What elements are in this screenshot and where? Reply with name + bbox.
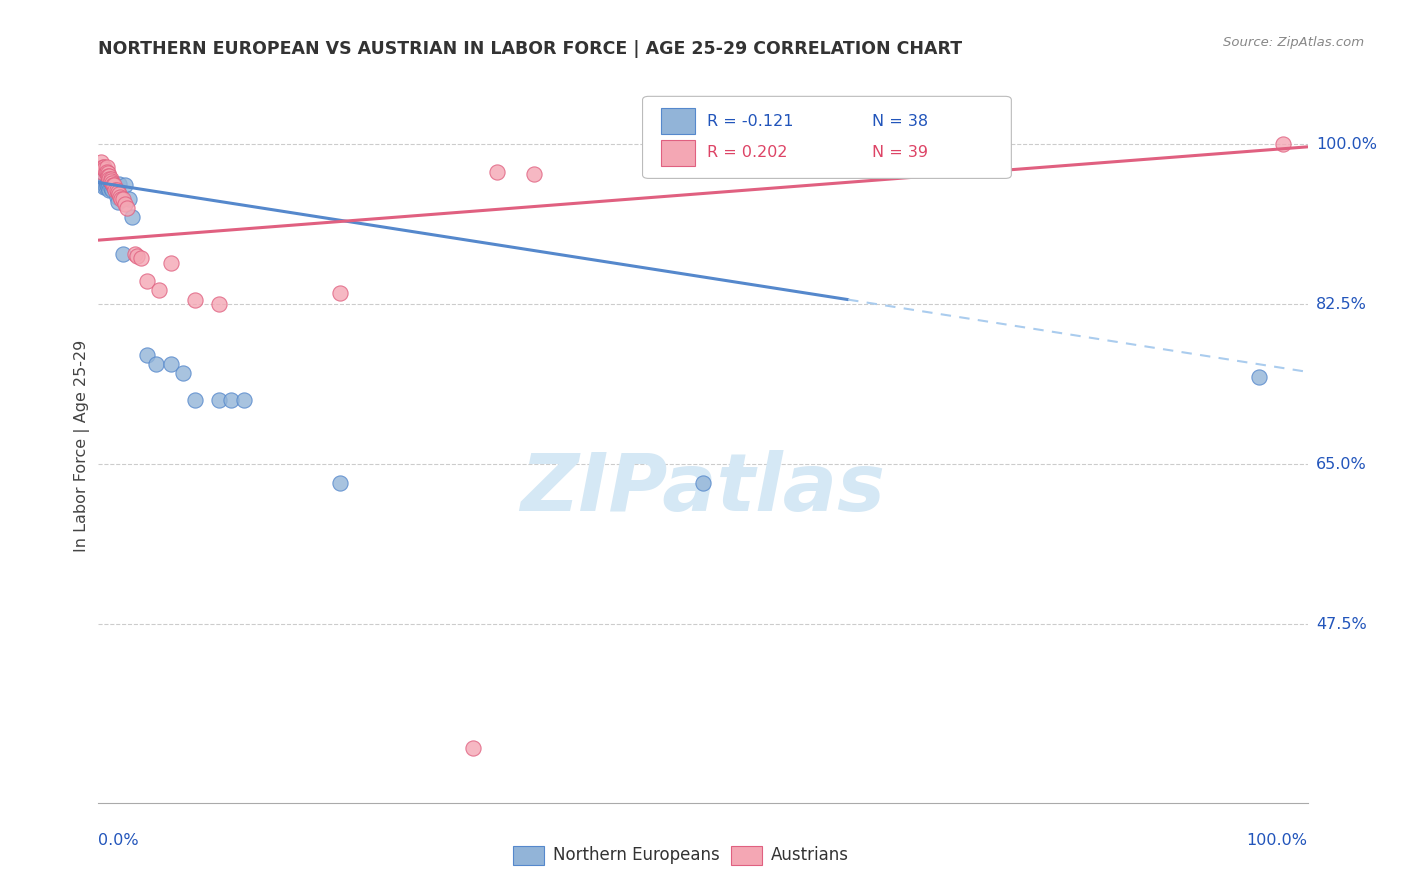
Text: Austrians: Austrians xyxy=(770,847,848,864)
Point xyxy=(184,393,207,408)
Bar xyxy=(661,109,695,134)
Point xyxy=(692,475,714,490)
Point xyxy=(208,393,231,408)
Point xyxy=(129,252,152,266)
Text: 100.0%: 100.0% xyxy=(1247,833,1308,848)
Point xyxy=(97,180,120,194)
Text: R = -0.121: R = -0.121 xyxy=(707,114,793,128)
Point xyxy=(94,180,117,194)
Point xyxy=(93,172,115,186)
Point xyxy=(100,177,122,191)
Point xyxy=(96,160,118,174)
Point xyxy=(96,176,118,190)
Text: 100.0%: 100.0% xyxy=(1316,136,1376,152)
Point xyxy=(118,192,141,206)
Point xyxy=(160,357,183,371)
Point xyxy=(94,164,117,178)
Point xyxy=(91,160,114,174)
Point xyxy=(523,167,546,181)
Point xyxy=(221,393,243,408)
Point xyxy=(100,181,122,195)
Point xyxy=(97,166,120,180)
Point xyxy=(117,201,139,215)
Point xyxy=(1272,137,1295,152)
Text: Northern Europeans: Northern Europeans xyxy=(553,847,720,864)
Point xyxy=(463,740,485,755)
Point xyxy=(101,178,124,193)
Point xyxy=(486,164,509,178)
Text: 47.5%: 47.5% xyxy=(1316,617,1367,632)
Point xyxy=(97,176,120,190)
Y-axis label: In Labor Force | Age 25-29: In Labor Force | Age 25-29 xyxy=(75,340,90,552)
Point xyxy=(98,183,121,197)
Point xyxy=(100,172,122,186)
Point xyxy=(91,170,114,185)
Point xyxy=(108,187,131,202)
Point xyxy=(184,293,207,307)
Point xyxy=(93,160,115,174)
Point xyxy=(96,178,118,193)
Point xyxy=(94,174,117,188)
Point xyxy=(107,185,129,199)
Text: ZIPatlas: ZIPatlas xyxy=(520,450,886,528)
Point xyxy=(108,190,131,204)
Point xyxy=(160,256,183,270)
Point xyxy=(91,176,114,190)
Point xyxy=(135,274,157,288)
Point xyxy=(98,178,121,193)
Point xyxy=(208,297,231,311)
Point xyxy=(91,164,114,178)
Point xyxy=(114,178,136,193)
Point xyxy=(135,347,157,361)
Text: R = 0.202: R = 0.202 xyxy=(707,145,787,161)
Point xyxy=(90,164,112,178)
Point xyxy=(148,284,170,298)
Point xyxy=(110,192,132,206)
Point xyxy=(1249,370,1271,384)
Point xyxy=(103,181,125,195)
Point xyxy=(111,247,134,261)
Point xyxy=(96,164,118,178)
Point xyxy=(107,194,129,209)
Text: Source: ZipAtlas.com: Source: ZipAtlas.com xyxy=(1223,36,1364,49)
Point xyxy=(98,172,121,186)
Point xyxy=(98,169,121,183)
FancyBboxPatch shape xyxy=(643,96,1011,178)
Point xyxy=(100,174,122,188)
Point xyxy=(172,366,194,380)
Point xyxy=(100,183,122,197)
Point xyxy=(93,161,115,176)
Point xyxy=(100,178,122,192)
Text: 65.0%: 65.0% xyxy=(1316,457,1367,472)
Point xyxy=(105,183,128,197)
Point xyxy=(101,178,124,193)
Text: 82.5%: 82.5% xyxy=(1316,297,1367,311)
Point xyxy=(329,286,352,301)
Point xyxy=(97,169,120,183)
Text: N = 38: N = 38 xyxy=(872,114,928,128)
Text: NORTHERN EUROPEAN VS AUSTRIAN IN LABOR FORCE | AGE 25-29 CORRELATION CHART: NORTHERN EUROPEAN VS AUSTRIAN IN LABOR F… xyxy=(98,40,963,58)
Bar xyxy=(661,140,695,166)
Text: N = 39: N = 39 xyxy=(872,145,928,161)
Point xyxy=(100,176,122,190)
Point xyxy=(145,357,167,371)
Point xyxy=(232,393,254,408)
Point xyxy=(329,475,352,490)
Point xyxy=(91,177,114,191)
Point xyxy=(124,247,146,261)
Point xyxy=(90,155,112,169)
Point xyxy=(104,183,127,197)
Point xyxy=(105,190,128,204)
Point xyxy=(127,249,149,263)
Point xyxy=(111,192,134,206)
Point xyxy=(121,211,143,225)
Text: 0.0%: 0.0% xyxy=(98,833,139,848)
Point xyxy=(114,196,136,211)
Point xyxy=(93,180,115,194)
Point xyxy=(103,178,125,193)
Point xyxy=(108,178,131,192)
